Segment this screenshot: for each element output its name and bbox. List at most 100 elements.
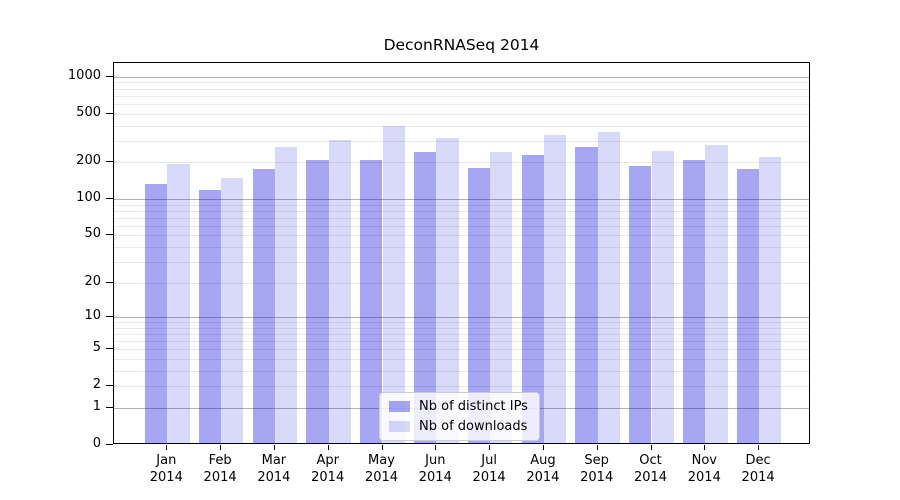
month-label: Mar bbox=[261, 453, 287, 468]
x-axis-tick bbox=[542, 445, 544, 450]
bar bbox=[382, 126, 405, 444]
month-label: Jan bbox=[156, 453, 177, 468]
month-label: Sep bbox=[584, 453, 609, 468]
bar bbox=[575, 147, 598, 444]
chart-title: DeconRNASeq 2014 bbox=[383, 36, 540, 54]
month-label: Jun bbox=[425, 453, 446, 468]
bar bbox=[436, 138, 459, 444]
bar bbox=[597, 132, 620, 444]
x-axis-tick-label: Jun 2014 bbox=[403, 452, 467, 486]
bar bbox=[629, 166, 652, 444]
y-axis-tick bbox=[106, 281, 113, 283]
bar bbox=[414, 151, 437, 444]
grid-line bbox=[114, 162, 809, 164]
x-axis-tick-label: Feb 2014 bbox=[188, 452, 252, 486]
y-axis-tick bbox=[106, 444, 113, 445]
bar bbox=[167, 163, 190, 444]
grid-line bbox=[114, 217, 809, 219]
x-axis-tick bbox=[220, 445, 222, 450]
legend-swatch bbox=[389, 401, 410, 412]
y-axis-tick-label: 10 bbox=[84, 308, 101, 324]
x-axis-tick bbox=[704, 445, 706, 450]
bar bbox=[651, 151, 674, 444]
x-axis-tick-label: May 2014 bbox=[350, 452, 414, 486]
x-axis-tick bbox=[650, 445, 652, 450]
x-axis-tick bbox=[489, 445, 491, 450]
grid-line bbox=[114, 261, 809, 263]
legend-row: Nb of distinct IPs bbox=[389, 399, 528, 414]
grid-line bbox=[114, 349, 809, 351]
year-label: 2014 bbox=[687, 470, 721, 485]
grid-line bbox=[114, 225, 809, 227]
year-label: 2014 bbox=[472, 470, 506, 485]
x-axis-tick bbox=[166, 445, 168, 450]
bar bbox=[521, 155, 544, 444]
x-axis-tick-label: Aug 2014 bbox=[511, 452, 575, 486]
legend: Nb of distinct IPs Nb of downloads bbox=[379, 392, 540, 441]
grid-line bbox=[114, 204, 809, 206]
y-axis-tick bbox=[106, 316, 113, 318]
x-axis-tick-label: Apr 2014 bbox=[296, 452, 360, 486]
grid-line bbox=[114, 235, 809, 237]
grid-line bbox=[114, 95, 809, 97]
y-axis-tick-label: 1 bbox=[92, 399, 101, 415]
month-label: May bbox=[368, 453, 395, 468]
x-axis-tick-label: Sep 2014 bbox=[565, 452, 629, 486]
legend-swatch bbox=[389, 421, 410, 432]
x-axis-tick-label: Mar 2014 bbox=[242, 452, 306, 486]
month-label: Apr bbox=[316, 453, 339, 468]
x-axis-tick bbox=[435, 445, 437, 450]
x-axis-tick bbox=[273, 445, 275, 450]
grid-line bbox=[114, 247, 809, 249]
x-axis-tick bbox=[327, 445, 329, 450]
y-axis-tick bbox=[106, 348, 113, 350]
grid-line bbox=[114, 359, 809, 361]
bar bbox=[360, 160, 383, 444]
bar bbox=[736, 169, 760, 444]
grid-line bbox=[114, 125, 809, 127]
x-axis-tick-label: Nov 2014 bbox=[672, 452, 736, 486]
bar bbox=[705, 145, 728, 444]
grid-line bbox=[114, 82, 809, 84]
y-axis-tick-label: 20 bbox=[84, 273, 101, 289]
year-label: 2014 bbox=[526, 470, 560, 485]
legend-label: Nb of downloads bbox=[419, 419, 528, 434]
month-label: Nov bbox=[691, 453, 717, 468]
grid-line bbox=[114, 317, 809, 319]
y-axis-tick-label: 50 bbox=[84, 226, 101, 242]
y-axis-tick-label: 2 bbox=[92, 377, 101, 393]
y-axis-tick bbox=[106, 407, 113, 409]
y-axis-tick bbox=[106, 385, 113, 387]
y-axis-tick-label: 200 bbox=[76, 153, 101, 169]
bar bbox=[252, 169, 275, 444]
legend-row: Nb of downloads bbox=[389, 419, 528, 434]
grid-line bbox=[114, 88, 809, 90]
x-axis-tick-label: Jan 2014 bbox=[134, 452, 198, 486]
year-label: 2014 bbox=[418, 470, 452, 485]
bar bbox=[543, 134, 567, 444]
month-label: Jul bbox=[481, 453, 497, 468]
plot-area bbox=[113, 62, 810, 444]
grid-line bbox=[114, 103, 809, 105]
y-axis-tick-label: 500 bbox=[76, 104, 101, 120]
bar bbox=[490, 152, 513, 444]
year-label: 2014 bbox=[257, 470, 291, 485]
bar bbox=[145, 183, 168, 444]
legend-label: Nb of distinct IPs bbox=[419, 399, 528, 414]
month-label: Dec bbox=[745, 453, 771, 468]
grid-line bbox=[114, 334, 809, 336]
bar bbox=[759, 156, 782, 444]
year-label: 2014 bbox=[580, 470, 614, 485]
y-axis-tick-label: 100 bbox=[76, 190, 101, 205]
bar bbox=[467, 168, 491, 444]
y-axis-tick bbox=[106, 198, 113, 199]
grid-line bbox=[114, 371, 809, 373]
y-axis-tick bbox=[106, 234, 113, 236]
bar bbox=[198, 189, 222, 444]
y-axis-tick bbox=[106, 112, 113, 114]
bar bbox=[221, 177, 244, 444]
year-label: 2014 bbox=[741, 470, 775, 485]
bar bbox=[683, 159, 706, 444]
grid-line bbox=[114, 386, 809, 388]
